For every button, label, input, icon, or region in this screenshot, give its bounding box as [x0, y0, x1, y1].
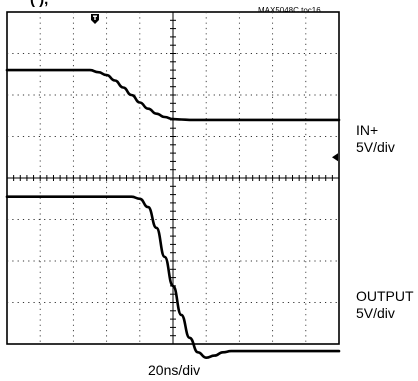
graticule: [7, 12, 339, 344]
trigger-marker-icon: [91, 14, 99, 24]
channel-markers: [91, 14, 338, 162]
channel-2-name: OUTPUT: [356, 288, 414, 304]
trace-channel-1: [5, 68, 341, 122]
channel-1-name: IN+: [356, 122, 379, 138]
trigger-level-arrow-icon: [332, 153, 338, 162]
trace-channel-2: [5, 195, 341, 359]
channel-2-label: OUTPUT 5V/div: [356, 288, 414, 322]
clipped-heading: ( ),: [30, 0, 48, 8]
channel-2-scale: 5V/div: [356, 305, 395, 321]
timebase-label: 20ns/div: [148, 362, 201, 378]
waveform-traces: [5, 68, 341, 359]
channel-1-label: IN+ 5V/div: [356, 122, 395, 156]
channel-1-scale: 5V/div: [356, 139, 395, 155]
figure-tag: MAX5048C toc16: [258, 6, 321, 15]
